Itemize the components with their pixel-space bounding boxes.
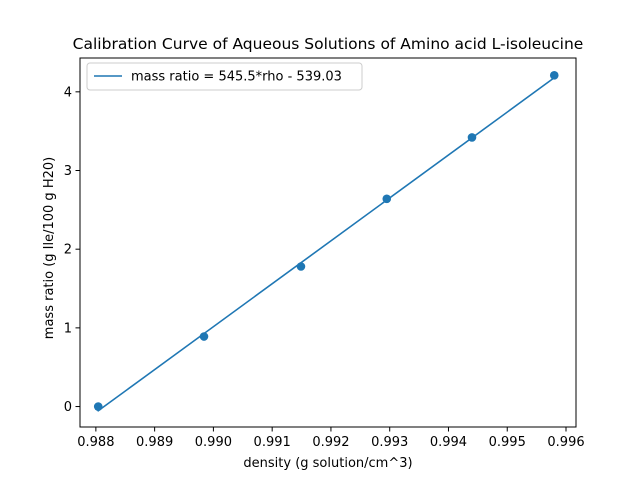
y-tick-label: 1 xyxy=(64,321,72,336)
plot-area xyxy=(79,57,577,428)
data-point xyxy=(93,402,103,411)
x-tick-label: 0.995 xyxy=(489,435,526,450)
axes-frame xyxy=(79,57,577,428)
data-point xyxy=(549,71,559,80)
y-tick-label: 3 xyxy=(64,164,72,179)
x-axis: 0.988 0.989 0.990 0.991 0.992 0.993 0.994 0.995… xyxy=(77,427,585,450)
data-point xyxy=(467,133,477,142)
x-axis-label: density (g solution/cm^3) xyxy=(243,456,412,471)
y-axis-label: mass ratio (g Ile/100 g H20) xyxy=(42,157,57,339)
x-tick-label: 0.992 xyxy=(312,435,349,450)
y-tick-label: 0 xyxy=(64,400,72,415)
x-tick-label: 0.991 xyxy=(254,435,291,450)
chart-title: Calibration Curve of Aqueous Solutions o… xyxy=(73,35,584,53)
data-point xyxy=(382,194,392,204)
y-tick-label: 2 xyxy=(64,243,72,258)
data-point xyxy=(199,332,209,341)
y-tick-label: 4 xyxy=(64,85,72,100)
x-tick-label: 0.990 xyxy=(195,435,232,450)
x-tick-label: 0.993 xyxy=(371,435,408,450)
y-axis: 0 1 2 3 4 xyxy=(64,85,80,415)
legend-box xyxy=(86,62,363,91)
legend: mass ratio = 545.5*rho - 539.03 xyxy=(86,62,363,91)
x-tick-label: 0.994 xyxy=(430,435,467,450)
data-point xyxy=(296,262,306,271)
x-tick-label: 0.988 xyxy=(77,435,114,450)
x-tick-label: 0.989 xyxy=(136,435,173,450)
fit-line xyxy=(97,76,556,412)
legend-entry-label: mass ratio = 545.5*rho - 539.03 xyxy=(131,70,342,85)
x-tick-label: 0.996 xyxy=(547,435,584,450)
